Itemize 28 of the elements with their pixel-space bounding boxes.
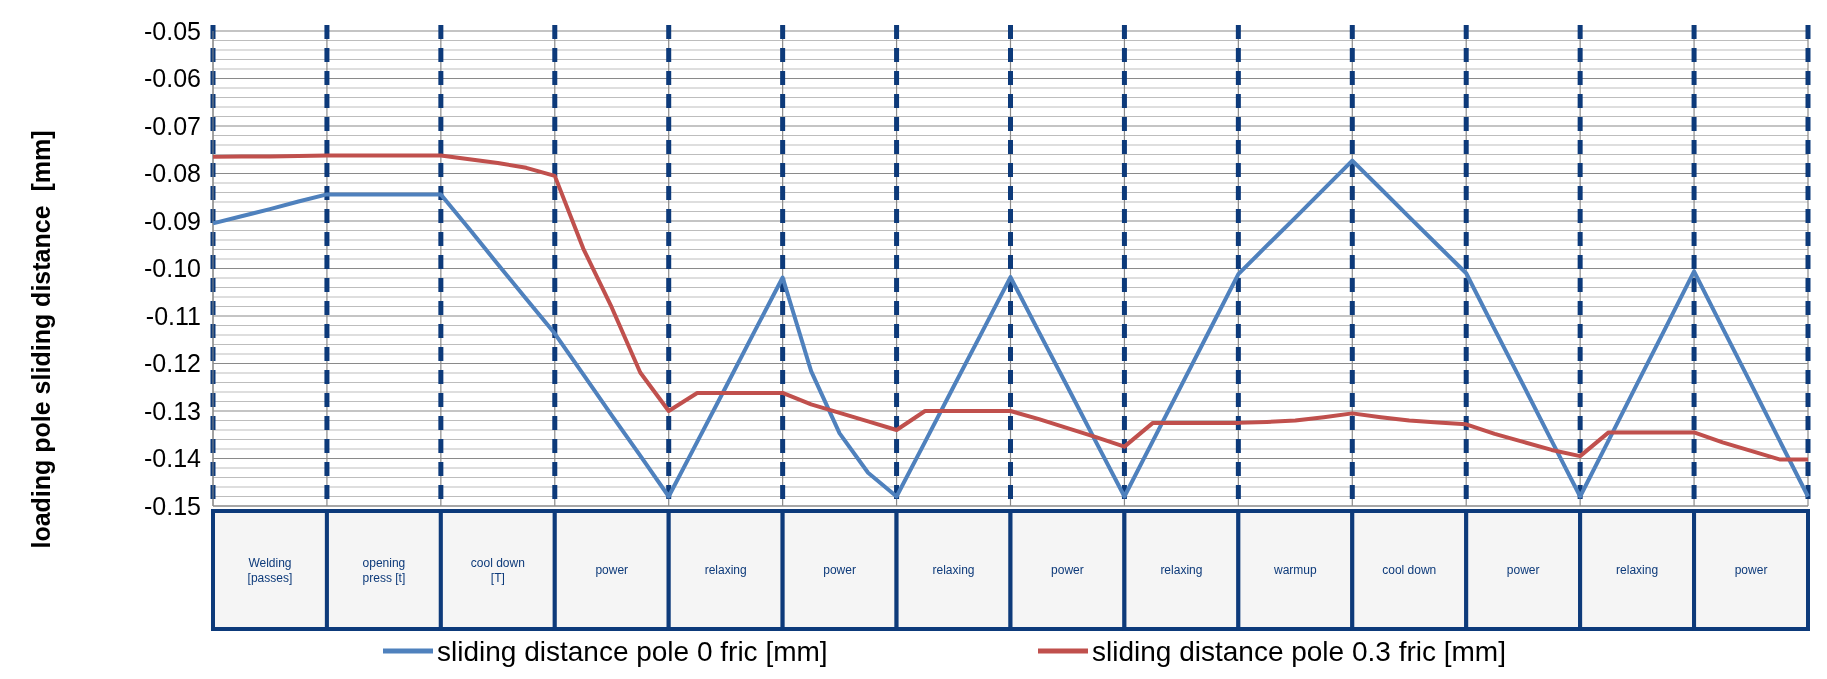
x-tick-label: relaxing xyxy=(704,563,747,578)
y-tick-label: -0.12 xyxy=(144,349,201,378)
y-axis-title: loading pole sliding distance [mm] xyxy=(27,130,55,549)
x-tick-label: relaxing xyxy=(1616,563,1659,578)
x-tick-label: power xyxy=(1506,563,1540,578)
legend-label: sliding distance pole 0 fric [mm] xyxy=(437,635,828,667)
x-tick-label: cool down [T] xyxy=(470,555,525,585)
y-tick-label: -0.15 xyxy=(144,491,201,520)
legend-label: sliding distance pole 0.3 fric [mm] xyxy=(1092,635,1506,667)
x-tick-label: warmup xyxy=(1272,563,1317,578)
x-tick-label: opening press [t] xyxy=(362,555,406,585)
x-tick-label: Welding [passes] xyxy=(247,555,293,585)
y-tick-label: -0.10 xyxy=(144,254,201,283)
x-tick-label: cool down xyxy=(1382,563,1437,578)
x-tick-label: power xyxy=(1734,563,1768,578)
y-tick-label: -0.09 xyxy=(144,206,201,235)
x-tick-label: power xyxy=(1051,563,1084,578)
x-tick-label: power xyxy=(823,563,856,578)
x-tick-label: relaxing xyxy=(1160,563,1203,578)
y-tick-label: -0.06 xyxy=(144,64,201,93)
y-tick-label: -0.05 xyxy=(144,16,201,45)
y-tick-label: -0.07 xyxy=(144,111,201,140)
y-tick-label: -0.14 xyxy=(144,444,202,473)
y-tick-label: -0.08 xyxy=(144,159,201,188)
y-tick-label: -0.13 xyxy=(144,396,201,425)
x-tick-label: relaxing xyxy=(932,563,975,578)
y-tick-label: -0.11 xyxy=(145,301,201,330)
x-tick-label: power xyxy=(595,563,629,578)
